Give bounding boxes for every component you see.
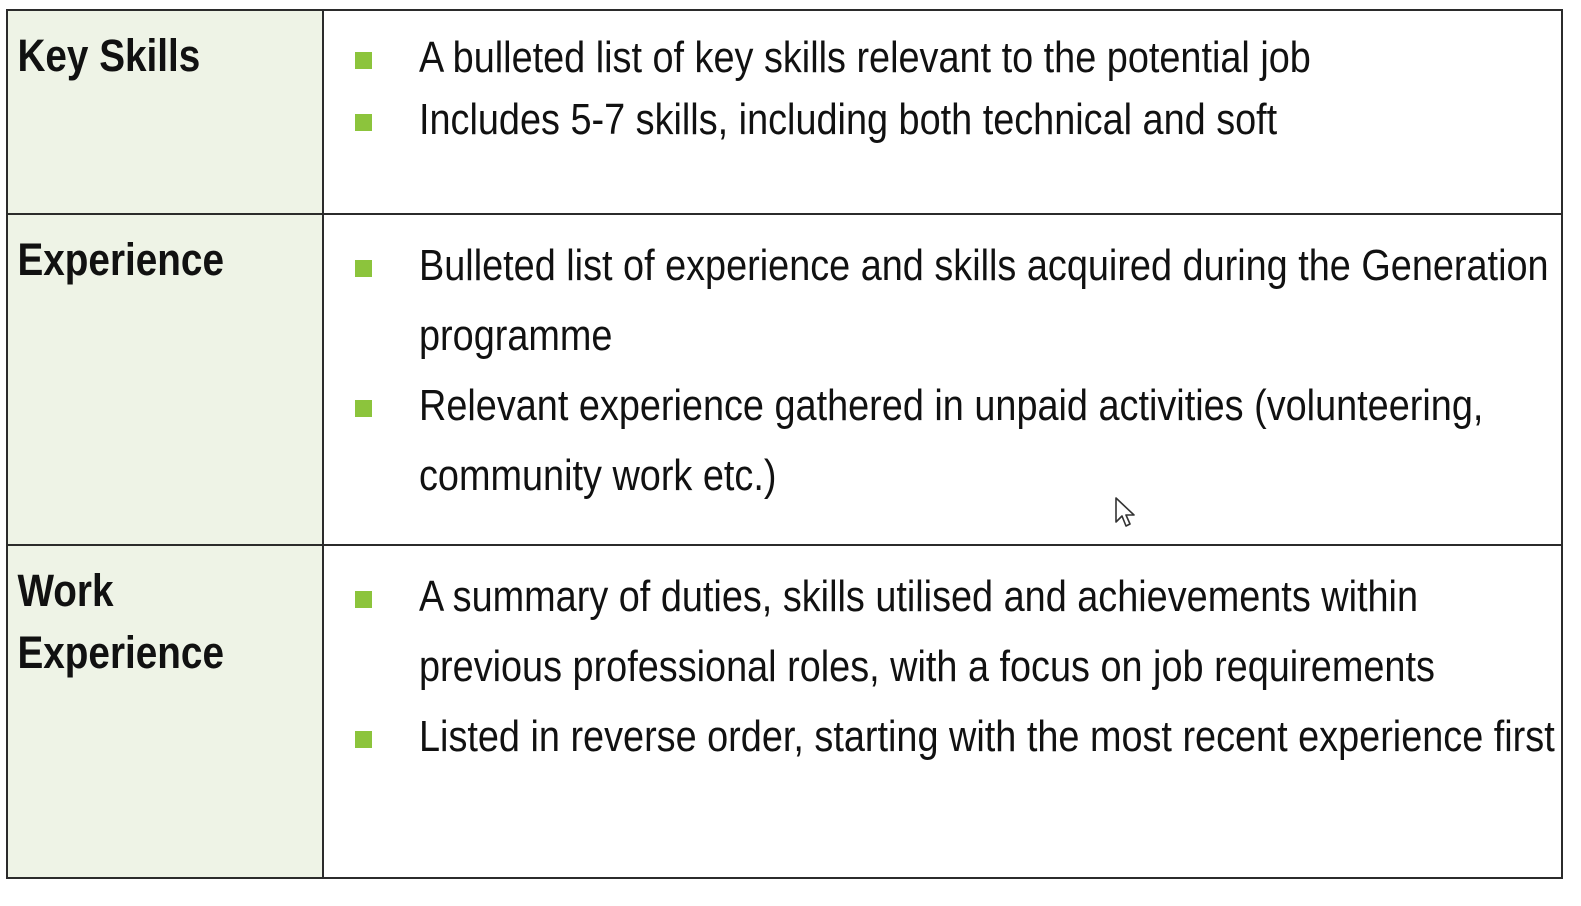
cv-sections-table: Key Skills A bulleted list of key skills… — [6, 9, 1563, 879]
bullet-text: Includes 5-7 skills, including both tech… — [419, 95, 1278, 144]
label-cell: Experience — [6, 213, 324, 546]
square-bullet-icon — [355, 114, 372, 131]
list-item: A bulleted list of key skills relevant t… — [324, 27, 1561, 89]
bullet-text: Listed in reverse order, starting with t… — [419, 712, 1555, 761]
list-item: Relevant experience gathered in unpaid a… — [324, 371, 1561, 511]
bullet-text: A bulleted list of key skills relevant t… — [419, 33, 1311, 82]
content-cell: A summary of duties, skills utilised and… — [322, 544, 1563, 879]
table-row-experience: Experience Bulleted list of experience a… — [6, 213, 1563, 546]
square-bullet-icon — [355, 400, 372, 417]
list-item: Listed in reverse order, starting with t… — [324, 702, 1561, 772]
square-bullet-icon — [355, 52, 372, 69]
content-cell: A bulleted list of key skills relevant t… — [322, 9, 1563, 215]
table-row-work-experience: Work Experience A summary of duties, ski… — [6, 544, 1563, 879]
list-item: Includes 5-7 skills, including both tech… — [324, 89, 1561, 151]
label-cell: Key Skills — [6, 9, 324, 215]
content-cell: Bulleted list of experience and skills a… — [322, 213, 1563, 546]
list-item: A summary of duties, skills utilised and… — [324, 562, 1561, 702]
bullet-text: Bulleted list of experience and skills a… — [419, 241, 1549, 360]
list-item: Bulleted list of experience and skills a… — [324, 231, 1561, 371]
bullet-list: Bulleted list of experience and skills a… — [324, 215, 1561, 511]
table-row-key-skills: Key Skills A bulleted list of key skills… — [6, 9, 1563, 215]
section-label-key-skills: Key Skills — [17, 30, 201, 81]
square-bullet-icon — [355, 731, 372, 748]
bullet-list: A summary of duties, skills utilised and… — [324, 546, 1561, 772]
bullet-text: A summary of duties, skills utilised and… — [419, 572, 1435, 691]
section-label-work-experience: Work Experience — [17, 565, 224, 678]
mouse-pointer-icon — [1115, 497, 1135, 527]
bullet-text: Relevant experience gathered in unpaid a… — [419, 381, 1484, 500]
bullet-list: A bulleted list of key skills relevant t… — [324, 11, 1561, 151]
section-label-experience: Experience — [17, 234, 224, 285]
label-cell: Work Experience — [6, 544, 324, 879]
square-bullet-icon — [355, 260, 372, 277]
square-bullet-icon — [355, 591, 372, 608]
